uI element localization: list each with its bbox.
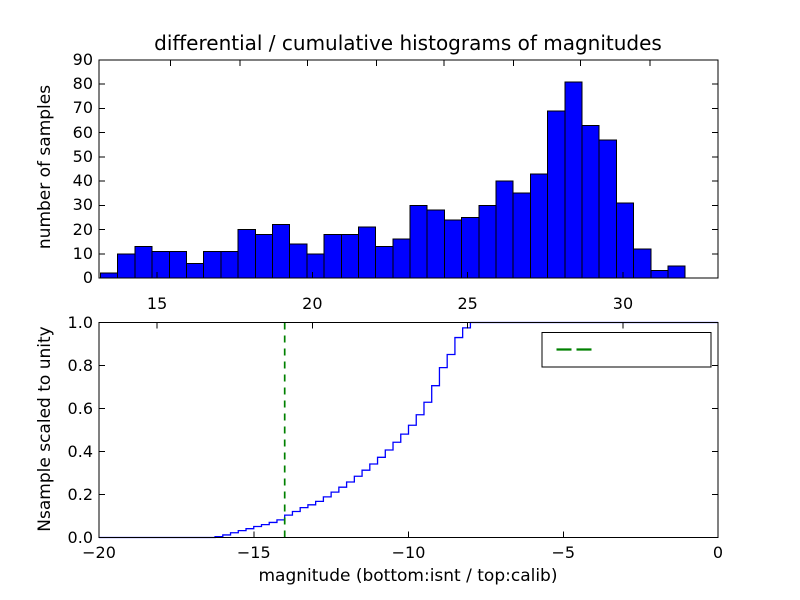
bottom-x-tick-label: −15 <box>236 543 271 562</box>
top-axes-frame <box>98 59 719 279</box>
histogram-bar <box>461 216 480 279</box>
histogram-bar <box>598 139 617 279</box>
histogram-bar <box>271 224 291 279</box>
top-y-tick-label: 20 <box>72 219 93 239</box>
top-x-tick-label: 30 <box>612 294 634 313</box>
histogram-bar <box>134 246 153 279</box>
top-y-tick-label: 10 <box>72 243 93 263</box>
figure-title: differential / cumulative histograms of … <box>154 31 662 55</box>
histogram-bar <box>426 209 445 279</box>
x-axis-label: magnitude (bottom:isnt / top:calib) <box>258 566 558 586</box>
histogram-bar <box>409 204 428 279</box>
histogram-bar <box>203 250 222 279</box>
top-x-tick-label: 15 <box>146 294 168 313</box>
histogram-bar <box>323 233 342 279</box>
histogram-bar <box>306 253 325 279</box>
bottom-y-tick-label: 0.2 <box>67 484 93 504</box>
bottom-x-tick-label: −20 <box>82 543 116 562</box>
top-x-tick-label: 20 <box>302 294 323 313</box>
top-y-tick-label: 70 <box>72 98 93 118</box>
histogram-bar <box>650 270 669 279</box>
top-y-tick-label: 0 <box>82 268 93 287</box>
histogram-bar <box>151 250 170 279</box>
histogram-bar <box>581 124 600 279</box>
top-y-tick-label: 90 <box>72 50 93 69</box>
histogram-bar <box>357 226 377 279</box>
bottom-y-tick-label: 0.8 <box>67 355 93 375</box>
top-y-tick-label: 60 <box>72 122 93 142</box>
top-x-tick-label: 25 <box>457 294 478 313</box>
histogram-bar <box>667 265 686 279</box>
histogram-bar <box>220 250 239 279</box>
histogram-bar <box>547 110 566 279</box>
top-y-tick-label: 30 <box>72 195 93 215</box>
bottom-x-tick-label: −10 <box>391 543 426 562</box>
histogram-bar <box>237 229 256 279</box>
bottom-x-tick-label: −5 <box>551 543 576 562</box>
bottom-y-tick-label: 1.0 <box>67 312 93 332</box>
cumulative-curve <box>99 321 718 539</box>
histogram-bar <box>633 248 652 279</box>
histogram-bar <box>478 204 497 279</box>
histogram-bar <box>615 202 635 279</box>
histogram-bar <box>117 253 136 279</box>
histogram-bar <box>168 250 188 279</box>
histogram-bar <box>375 246 394 279</box>
histogram-bar <box>254 233 273 279</box>
histogram-bar <box>100 272 119 279</box>
histogram-bar <box>512 192 531 279</box>
top-y-tick-label: 40 <box>72 171 93 191</box>
bottom-y-tick-label: 0.4 <box>67 441 93 461</box>
histogram-bar <box>392 238 411 279</box>
top-y-tick-label: 80 <box>72 74 93 94</box>
histogram-bar <box>340 233 359 279</box>
histogram-bar <box>186 262 205 279</box>
histogram-bar <box>529 173 549 279</box>
bottom-y-tick-label: 0.6 <box>67 398 93 418</box>
bottom-x-tick-label: 0 <box>712 543 724 562</box>
histogram-bar <box>564 81 583 279</box>
histogram-bar <box>443 219 463 279</box>
bottom-y-tick-label: 0.0 <box>67 527 93 547</box>
histogram-bar <box>495 180 514 279</box>
histogram-bar <box>289 243 308 279</box>
top-y-tick-label: 50 <box>72 146 93 166</box>
